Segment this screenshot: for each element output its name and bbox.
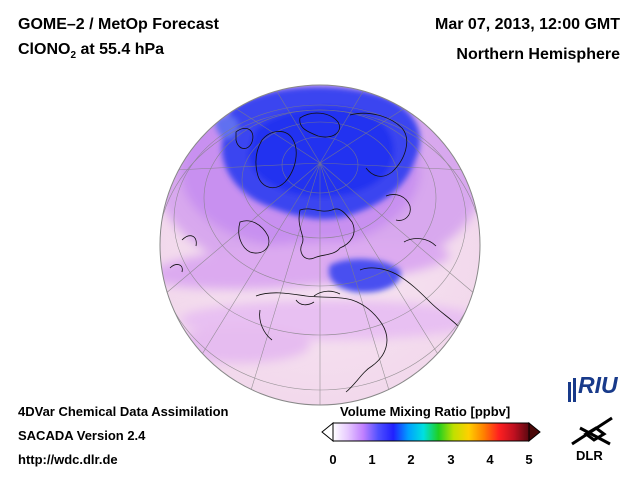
dlr-logo-icon [571,416,613,446]
region-label: Northern Hemisphere [456,46,620,63]
forecast-date: Mar 07, 2013, 12:00 GMT [435,16,620,33]
forecast-title: GOME–2 / MetOp Forecast [18,16,219,33]
colorbar-tick-4: 4 [486,452,494,467]
colorbar-tick-3: 3 [447,452,455,467]
colorbar-tick-5: 5 [525,452,533,467]
species-prefix: ClONO [18,41,71,58]
globe-field [160,85,480,405]
species-subscript: 2 [70,50,77,62]
footer-url[interactable]: http://wdc.dlr.de [18,452,118,467]
dlr-logo-text: DLR [576,448,603,463]
footer-line-1: 4DVar Chemical Data Assimilation [18,404,229,419]
species-label: ClONO2 at 55.4 hPa [18,41,164,61]
species-pressure: at 55.4 hPa [76,41,165,58]
colorbar-tick-2: 2 [407,452,415,467]
colorbar-tick-0: 0 [329,452,337,467]
colorbar-tick-1: 1 [368,452,376,467]
globe-outline [159,84,481,406]
riu-logo: RIU [578,372,618,398]
colorbar-title: Volume Mixing Ratio [ppbv] [340,404,511,419]
coastlines [169,112,459,393]
graticule [160,85,480,405]
footer-line-2: SACADA Version 2.4 [18,428,146,443]
riu-logo-icon [568,378,576,402]
